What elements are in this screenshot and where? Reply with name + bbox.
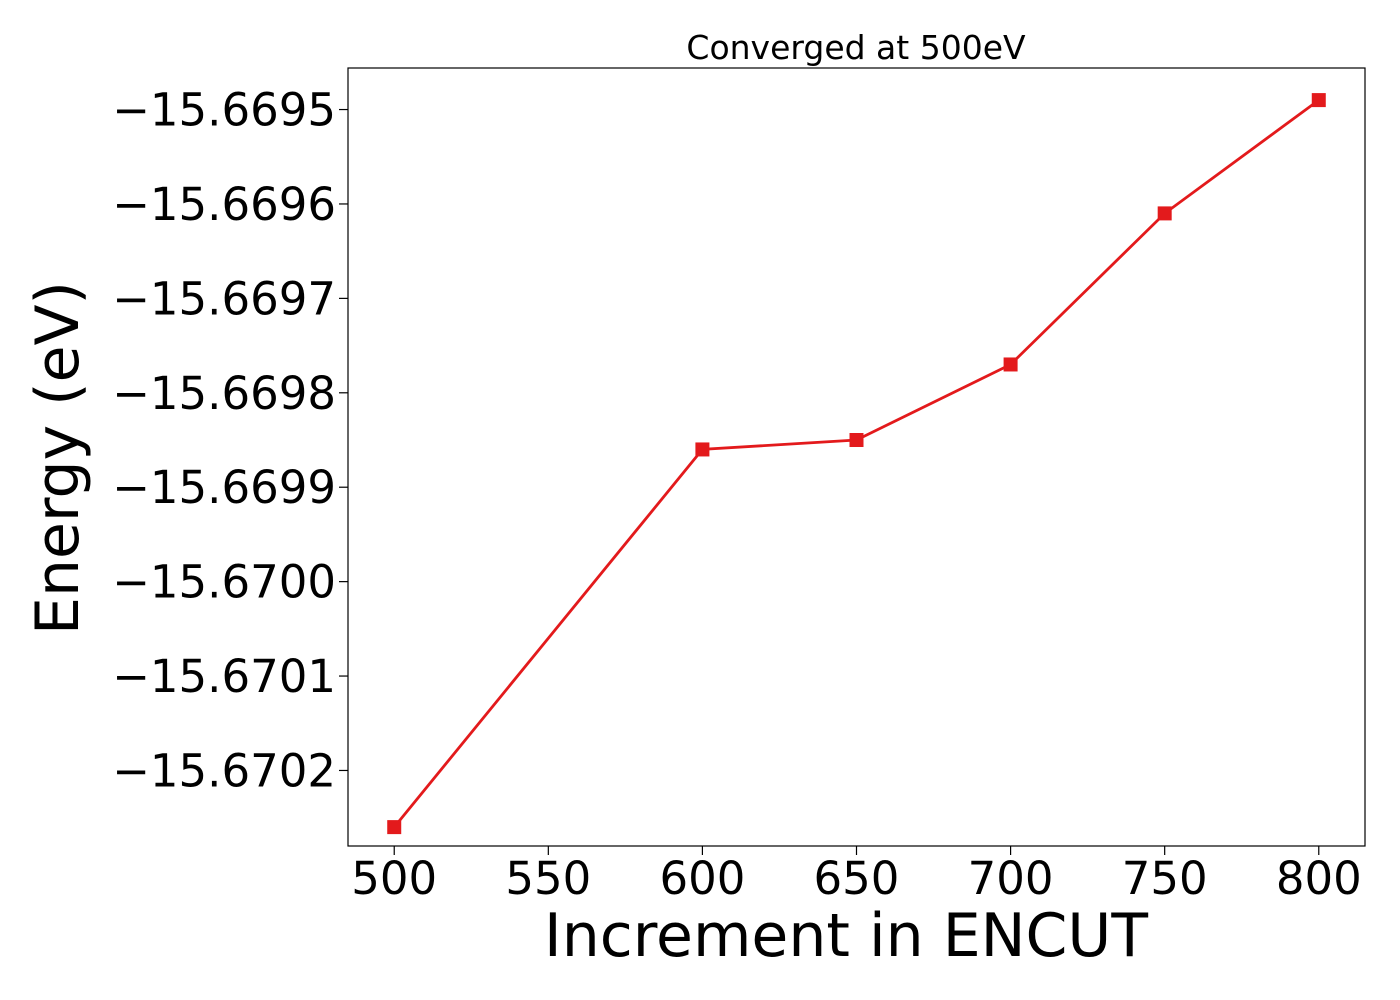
series-layer	[387, 93, 1326, 835]
y-axis-title: Energy (eV)	[23, 281, 93, 635]
data-point-marker	[1157, 206, 1172, 221]
x-axis-title: Increment in ENCUT	[544, 901, 1148, 971]
x-tick-label: 750	[1122, 852, 1208, 905]
y-tick-label: −15.6700	[112, 556, 336, 609]
plot-frame-layer	[347, 67, 1366, 847]
y-tick-label: −15.6695	[112, 84, 336, 137]
x-tick-label: 500	[351, 852, 437, 905]
data-point-marker	[849, 433, 864, 448]
y-tick-label: −15.6701	[112, 650, 336, 703]
x-tick-label: 600	[659, 852, 745, 905]
x-axis-ticks: 500 550 600 650 700 750 800	[351, 846, 1362, 905]
y-tick-label: −15.6699	[112, 461, 336, 514]
y-tick-label: −15.6698	[112, 367, 336, 420]
x-tick-label: 550	[505, 852, 591, 905]
data-point-marker	[1003, 357, 1018, 372]
x-tick-label: 650	[814, 852, 900, 905]
y-axis-ticks: −15.6695 −15.6696 −15.6697 −15.6698 −15.6699…	[112, 84, 348, 797]
x-tick-label: 700	[968, 852, 1054, 905]
y-tick-label: −15.6697	[112, 272, 336, 325]
plot-frame	[347, 67, 1366, 847]
y-tick-label: −15.6702	[112, 744, 336, 797]
series-line	[393, 98, 1320, 828]
data-point-marker	[387, 820, 402, 835]
x-tick-label: 800	[1276, 852, 1362, 905]
data-point-marker	[1311, 93, 1326, 108]
chart-title: Converged at 500eV	[686, 28, 1026, 67]
data-point-marker	[695, 442, 710, 457]
y-tick-label: −15.6696	[112, 178, 336, 231]
